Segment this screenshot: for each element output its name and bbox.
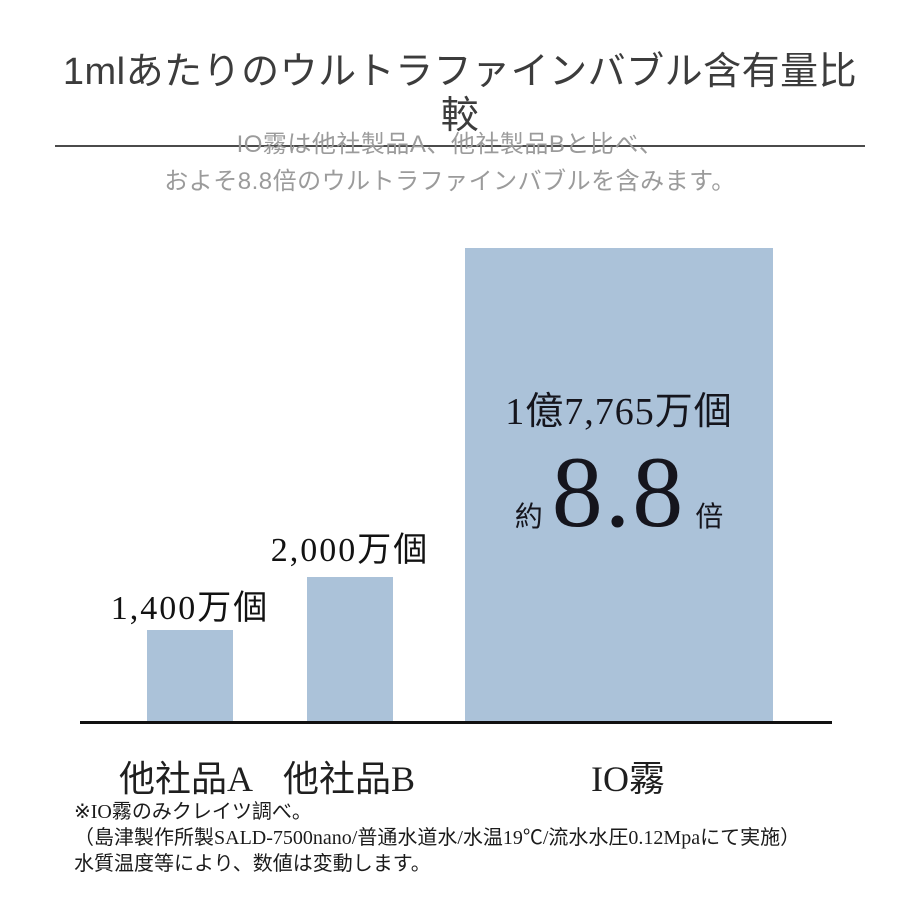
multiplier-label: 約 8.8 倍 — [465, 436, 773, 549]
subtitle-line2: およそ8.8倍のウルトラファインバブルを含みます。 — [164, 168, 736, 195]
bar-io-kiri — [465, 248, 773, 723]
value-label-io: 1億7,765万個 — [505, 391, 733, 433]
category-label-other-b: 他社品B — [282, 759, 415, 799]
multiplier-value: 8.8 — [551, 436, 686, 549]
subtitle-line1: IO霧は他社製品A、他社製品Bと比べ、 — [236, 131, 664, 158]
value-label-other-b: 2,000万個 — [270, 532, 430, 569]
footnote-line2: （島津製作所製SALD-7500nano/普通水道水/水温19℃/流水水圧0.1… — [74, 827, 801, 849]
footnote-line3: 水質温度等により、数値は変動します。 — [74, 853, 431, 875]
footnotes: ※IO霧のみクレイツ調べ。 （島津製作所製SALD-7500nano/普通水道水… — [74, 799, 864, 877]
category-label-other-a: 他社品A — [119, 759, 253, 799]
value-label-other-a: 1,400万個 — [110, 590, 270, 627]
bar-other-product-a — [147, 630, 233, 723]
bar-other-product-b — [307, 577, 393, 723]
io-bar-annotation: 1億7,765万個 約 8.8 倍 — [465, 248, 773, 549]
multiplier-suffix: 倍 — [695, 502, 724, 533]
title-block: 1mlあたりのウルトラファインバブル含有量比較 — [55, 50, 865, 147]
category-label-io: IO霧 — [591, 759, 665, 799]
multiplier-prefix: 約 — [514, 502, 543, 533]
subtitle: IO霧は他社製品A、他社製品Bと比べ、 およそ8.8倍のウルトラファインバブルを… — [0, 126, 900, 200]
footnote-line1: ※IO霧のみクレイツ調べ。 — [74, 801, 312, 823]
page-title: 1mlあたりのウルトラファインバブル含有量比較 — [62, 51, 858, 137]
x-axis-line — [80, 721, 832, 724]
